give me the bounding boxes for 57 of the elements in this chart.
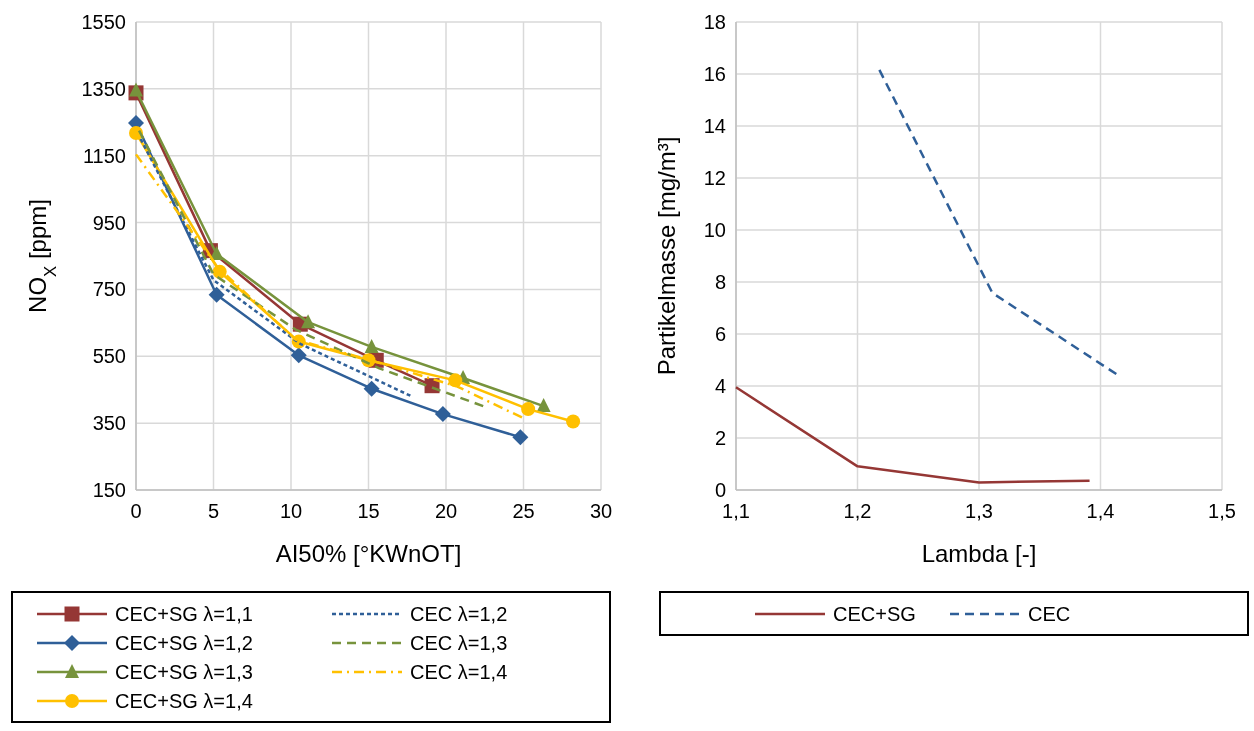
y-axis-title: Partikelmasse [mg/m³] (653, 136, 680, 376)
y-tick-label: 18 (703, 11, 726, 33)
point (290, 347, 307, 364)
y-tick-label: 6 (714, 323, 726, 345)
legend-label: CEC+SG λ=1,2 (115, 632, 253, 654)
y-tick-label: 1350 (81, 77, 126, 100)
legend-label: CEC+SG (833, 603, 916, 625)
legend-label: CEC+SG λ=1,1 (115, 603, 253, 625)
legend-label: CEC λ=1,2 (410, 603, 508, 625)
x-tick-label: 1,3 (965, 500, 993, 522)
y-tick-label: 16 (703, 63, 726, 85)
x-tick-label: 0 (130, 500, 142, 522)
y-tick-label: 12 (703, 167, 726, 189)
x-axis-title: Lambda [-] (921, 540, 1037, 567)
point (209, 245, 224, 260)
x-tick-label: 30 (589, 500, 613, 522)
point (566, 414, 581, 429)
y-tick-label: 150 (92, 479, 126, 501)
y-tick-label: 10 (703, 219, 726, 241)
x-tick-label: 1,2 (843, 500, 872, 522)
x-tick-label: 1,5 (1208, 500, 1236, 522)
y-tick-label: 8 (714, 271, 726, 293)
point (512, 429, 529, 446)
x-tick-label: 10 (279, 500, 303, 522)
x-axis-title: AI50% [°KWnOT] (275, 540, 462, 567)
y-tick-label: 350 (92, 412, 126, 435)
legend-label: CEC+SG λ=1,3 (115, 661, 253, 683)
point (536, 398, 551, 413)
y-tick-label: 2 (714, 427, 726, 449)
line-series (734, 386, 1091, 484)
y-tick-label: 950 (92, 211, 126, 234)
x-tick-label: 15 (357, 500, 380, 522)
x-tick-label: 20 (434, 500, 458, 522)
point (301, 314, 316, 329)
point (363, 380, 380, 397)
point (129, 125, 143, 140)
x-tick-label: 5 (207, 500, 220, 522)
y-tick-label: 550 (92, 345, 126, 368)
y-tick-label: 0 (714, 479, 726, 501)
x-tick-label: 1,1 (722, 500, 750, 522)
point (129, 82, 143, 97)
point (448, 373, 463, 388)
legend-label: CEC (1028, 603, 1071, 625)
point (364, 338, 379, 353)
y-tick-label: 750 (92, 278, 126, 301)
point (208, 286, 225, 303)
x-tick-label: 25 (512, 500, 535, 522)
point (434, 406, 451, 423)
y-tick-label: 1550 (81, 11, 126, 33)
legend-label: CEC λ=1,3 (410, 632, 508, 654)
y-tick-label: 14 (703, 115, 726, 137)
point (521, 402, 536, 417)
x-tick-label: 1,4 (1086, 500, 1115, 522)
y-tick-label: 1150 (82, 144, 126, 167)
legend-label: CEC λ=1,4 (410, 661, 508, 683)
y-tick-label: 4 (714, 375, 726, 397)
legend-label: CEC+SG λ=1,4 (115, 690, 253, 712)
